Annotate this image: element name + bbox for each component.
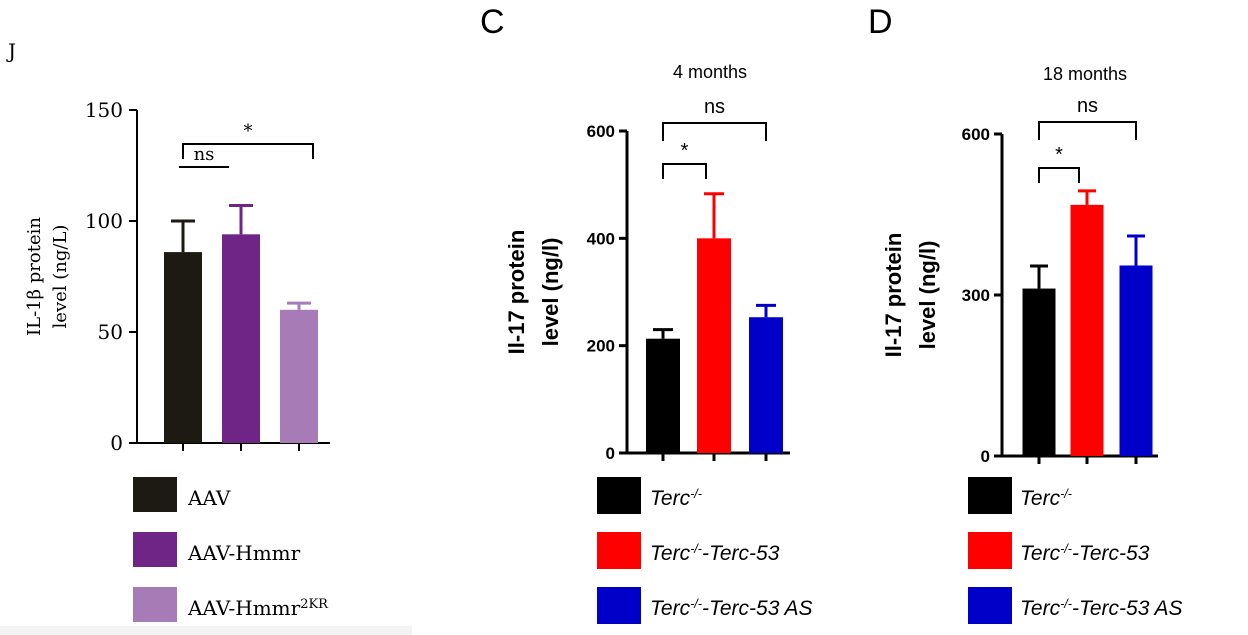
y-tick-label: 150 (85, 98, 123, 122)
legend-label-text: AAV-Hmmr (187, 541, 301, 565)
legend-label: AAV-Hmmr (187, 541, 301, 565)
legend-label-sup: -/- (690, 597, 702, 611)
y-axis-label: level (ng/l) (538, 238, 563, 347)
chart-panel-j: J 0 50 100 150 IL-1β protein level (ng/L) ns * AA… (6, 39, 330, 622)
legend-label-text: Terc (650, 597, 691, 620)
legend-label: Terc-/--Terc-53 (650, 542, 780, 565)
significance-bracket (662, 163, 707, 179)
legend-label-sup: -/- (1060, 487, 1072, 501)
legend-label-sup: -/- (1060, 542, 1072, 556)
legend-label-text: Terc (1020, 542, 1061, 565)
legend-label-suffix: -Terc-53 AS (1072, 597, 1183, 620)
y-axis-label: level (ng/L) (50, 225, 71, 329)
significance-bracket (1038, 121, 1137, 140)
y-tick-label: 200 (587, 337, 615, 356)
y-tick-label: 0 (981, 447, 990, 466)
y-axis-label: level (ng/l) (915, 241, 940, 350)
bar (749, 317, 783, 453)
legend-label-suffix: -Terc-53 AS (702, 597, 813, 620)
bottom-strip (0, 626, 412, 635)
legend-label-sup: -/- (690, 487, 702, 501)
legend-swatch (133, 532, 177, 567)
bar (164, 252, 202, 443)
legend-label: AAV-Hmmr2KR (187, 596, 329, 620)
panel-label: D (868, 3, 893, 41)
legend-label-text: Terc (650, 542, 691, 565)
y-tick-label: 100 (85, 209, 123, 233)
chart-panel-c: C 4 months 0 200 400 600 Il-17 protein level (n… (480, 3, 812, 624)
significance-label: * (244, 121, 253, 142)
legend-swatch (133, 477, 177, 512)
legend-label: Terc-/--Terc-53 AS (1020, 597, 1182, 620)
y-tick-label: 400 (587, 229, 615, 248)
legend-swatch (597, 477, 641, 514)
y-axis-label: Il-17 protein (881, 233, 906, 358)
legend-label-text: Terc (1020, 597, 1061, 620)
chart-panel-d: D 18 months 0 300 600 Il-17 protein level (ng/… (868, 3, 1182, 624)
bar (646, 338, 680, 453)
bar (697, 238, 731, 453)
bar (222, 234, 260, 443)
legend-label-text: AAV-Hmmr (187, 596, 301, 620)
y-axis-label: Il-17 protein (504, 230, 529, 355)
legend-swatch (968, 587, 1012, 624)
y-tick-label: 600 (587, 122, 615, 141)
significance-bracket (662, 122, 767, 141)
legend-label: AAV (187, 486, 231, 510)
y-tick-label: 0 (606, 444, 615, 463)
significance-label: ns (194, 144, 215, 165)
chart-title: 18 months (1043, 64, 1127, 84)
legend-label-text: Terc (1020, 487, 1061, 510)
legend-label: Terc-/--Terc-53 (1020, 542, 1150, 565)
y-tick-label: 600 (962, 125, 990, 144)
bar (1022, 288, 1056, 456)
legend-label-suffix: -Terc-53 (702, 542, 780, 565)
bar (1119, 265, 1153, 456)
legend-label-suffix: -Terc-53 (1072, 542, 1150, 565)
significance-bracket (1038, 167, 1080, 183)
legend-label: Terc-/- (1020, 487, 1072, 510)
legend-label-sup: -/- (1060, 597, 1072, 611)
bar (1070, 204, 1104, 456)
y-tick-label: 0 (110, 431, 123, 455)
bar (280, 309, 318, 443)
significance-label: ns (1077, 95, 1098, 117)
legend-swatch (597, 532, 641, 569)
significance-bracket (182, 143, 314, 159)
significance-label: * (681, 140, 689, 162)
legend-label: Terc-/--Terc-53 AS (650, 597, 812, 620)
significance-label: ns (704, 96, 725, 118)
legend-swatch (968, 532, 1012, 569)
chart-title: 4 months (673, 62, 747, 82)
legend-label: Terc-/- (650, 487, 702, 510)
panel-label: J (6, 39, 16, 63)
legend-label-text: Terc (650, 487, 691, 510)
legend-label-text: AAV (187, 486, 231, 510)
legend-swatch (597, 587, 641, 624)
y-tick-label: 300 (962, 286, 990, 305)
legend-swatch (133, 587, 177, 622)
legend-label-sup: -/- (690, 542, 702, 556)
legend-swatch (968, 477, 1012, 514)
y-tick-label: 50 (98, 320, 123, 344)
y-axis-label: IL-1β protein (24, 217, 45, 336)
significance-label: * (1055, 144, 1063, 166)
panel-label: C (480, 3, 505, 41)
legend-label-sup: 2KR (300, 597, 329, 612)
